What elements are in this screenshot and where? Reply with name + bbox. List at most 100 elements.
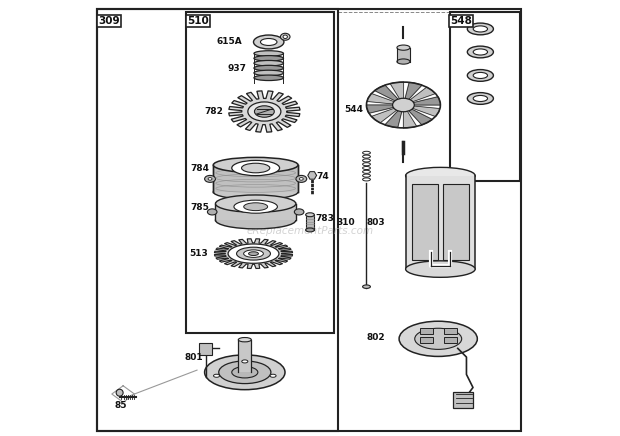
Ellipse shape <box>254 106 274 117</box>
Ellipse shape <box>242 360 248 363</box>
Ellipse shape <box>306 213 314 217</box>
Ellipse shape <box>213 184 298 200</box>
Polygon shape <box>404 110 417 128</box>
Text: 801: 801 <box>185 354 203 362</box>
Polygon shape <box>112 386 135 402</box>
Text: 802: 802 <box>366 333 385 342</box>
Ellipse shape <box>213 374 219 377</box>
Ellipse shape <box>473 49 487 55</box>
Ellipse shape <box>283 35 288 38</box>
Ellipse shape <box>254 55 283 61</box>
Ellipse shape <box>415 328 462 349</box>
Bar <box>420 328 433 334</box>
Ellipse shape <box>254 65 283 71</box>
Ellipse shape <box>216 211 296 229</box>
Ellipse shape <box>219 361 271 384</box>
Ellipse shape <box>296 175 307 182</box>
Ellipse shape <box>254 35 284 49</box>
Ellipse shape <box>208 177 212 180</box>
Bar <box>443 184 469 260</box>
Text: 785: 785 <box>190 203 209 211</box>
Ellipse shape <box>254 70 283 76</box>
Text: eReplacementParts.com: eReplacementParts.com <box>246 226 374 236</box>
Polygon shape <box>408 109 432 125</box>
Ellipse shape <box>249 252 259 255</box>
Ellipse shape <box>232 367 258 378</box>
Bar <box>186 12 334 333</box>
Ellipse shape <box>397 59 410 64</box>
Text: 85: 85 <box>115 401 127 410</box>
Bar <box>213 165 298 192</box>
Text: 544: 544 <box>344 105 363 114</box>
Ellipse shape <box>467 70 494 82</box>
Ellipse shape <box>405 261 475 277</box>
Ellipse shape <box>397 45 410 50</box>
Ellipse shape <box>237 247 270 260</box>
Text: 510: 510 <box>187 16 209 26</box>
Ellipse shape <box>392 98 414 112</box>
Ellipse shape <box>254 75 283 81</box>
Bar <box>199 343 212 355</box>
Ellipse shape <box>363 285 370 288</box>
Polygon shape <box>412 97 440 105</box>
Polygon shape <box>385 110 402 128</box>
Text: 784: 784 <box>190 164 209 173</box>
Ellipse shape <box>238 337 251 342</box>
Polygon shape <box>411 106 440 116</box>
Ellipse shape <box>260 38 277 45</box>
Text: 937: 937 <box>228 64 247 72</box>
Bar <box>306 215 314 230</box>
Ellipse shape <box>242 163 270 173</box>
Ellipse shape <box>248 102 281 121</box>
Ellipse shape <box>473 26 487 32</box>
Ellipse shape <box>473 72 487 78</box>
Ellipse shape <box>205 355 285 390</box>
Polygon shape <box>390 82 404 100</box>
Bar <box>238 340 251 372</box>
Ellipse shape <box>213 157 298 173</box>
Bar <box>420 337 433 343</box>
Text: 74: 74 <box>317 172 329 181</box>
Polygon shape <box>405 82 422 100</box>
Ellipse shape <box>234 200 277 213</box>
Ellipse shape <box>254 51 283 56</box>
Ellipse shape <box>467 23 494 35</box>
Polygon shape <box>371 108 398 123</box>
Bar <box>444 328 457 334</box>
Ellipse shape <box>205 175 216 182</box>
Text: 783: 783 <box>316 214 335 222</box>
Ellipse shape <box>244 250 264 257</box>
Polygon shape <box>229 91 300 132</box>
Ellipse shape <box>467 46 494 58</box>
Ellipse shape <box>399 321 477 356</box>
Text: 310: 310 <box>336 218 355 227</box>
Ellipse shape <box>294 209 304 215</box>
Polygon shape <box>409 87 435 102</box>
Ellipse shape <box>228 244 279 263</box>
Ellipse shape <box>299 177 303 180</box>
Ellipse shape <box>244 203 268 211</box>
Ellipse shape <box>280 33 290 40</box>
Text: 309: 309 <box>98 16 120 26</box>
Text: 803: 803 <box>366 218 385 227</box>
Ellipse shape <box>270 374 276 377</box>
Ellipse shape <box>405 167 475 184</box>
Ellipse shape <box>116 389 123 396</box>
Text: 782: 782 <box>204 107 223 116</box>
Polygon shape <box>367 94 396 104</box>
Bar <box>397 48 410 61</box>
Bar <box>444 337 457 343</box>
Bar <box>450 12 520 181</box>
Ellipse shape <box>473 95 487 102</box>
Polygon shape <box>308 172 317 179</box>
Polygon shape <box>374 85 399 102</box>
Ellipse shape <box>467 92 494 104</box>
Bar <box>453 392 473 409</box>
Ellipse shape <box>232 160 280 176</box>
Bar <box>405 176 475 269</box>
Text: 548: 548 <box>450 16 472 26</box>
Ellipse shape <box>208 209 217 215</box>
Polygon shape <box>215 239 293 269</box>
Text: 615A: 615A <box>217 37 242 47</box>
Bar <box>216 204 296 220</box>
